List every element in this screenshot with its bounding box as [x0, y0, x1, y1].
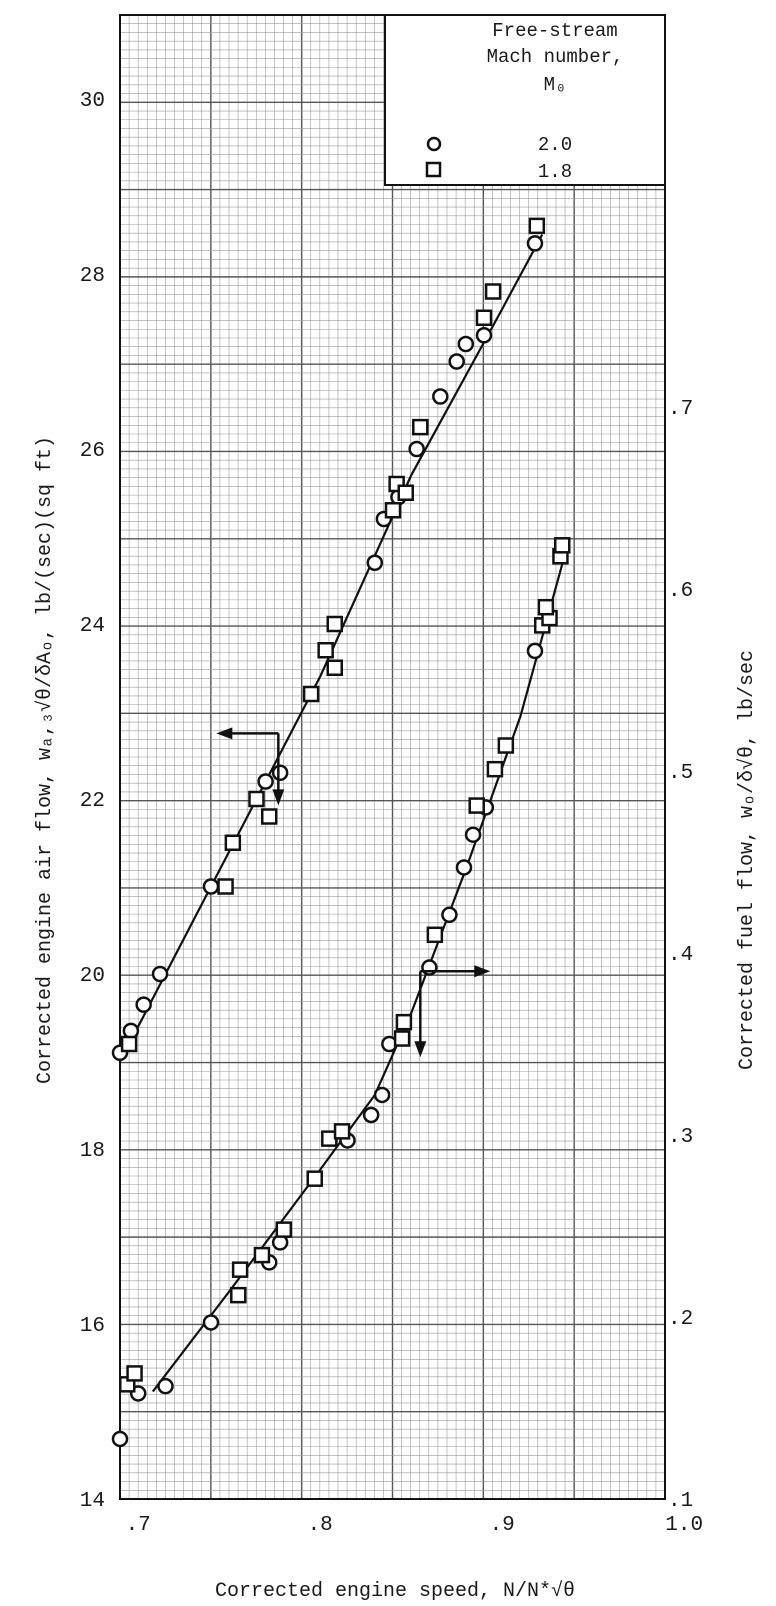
data-point-square [497, 737, 515, 754]
data-point-square [393, 1030, 411, 1047]
data-point-square [384, 502, 402, 519]
data-point-square [528, 217, 546, 235]
data-point-square [260, 808, 278, 825]
data-point-circle [408, 440, 425, 458]
data-point-circle [448, 353, 465, 370]
data-point-square [426, 926, 444, 944]
data-point-square [537, 598, 555, 616]
axis-indicator-arrows [216, 727, 491, 1058]
data-point-circle [457, 335, 475, 353]
arrow-head-down [272, 789, 285, 806]
data-point-circle [271, 764, 289, 781]
y-right-tick-label: .3 [668, 1126, 693, 1149]
x-tick-labels: .7 .8 .9 1.0 [126, 1514, 704, 1537]
legend-entry-label: 1.8 [538, 161, 572, 183]
y-right-tick-label: .4 [668, 944, 693, 967]
data-point-square [484, 283, 502, 300]
data-point-square [486, 760, 504, 778]
data-point-circle [373, 1086, 391, 1104]
legend: Free-stream Mach number, M₀ 2.0 1.8 [384, 14, 666, 186]
data-point-circle [151, 965, 169, 983]
data-point-circle [202, 1314, 220, 1331]
arrow-head-down [414, 1041, 427, 1058]
y-axis-right-label: Corrected fuel flow, wₒ/δ√θ, lb/sec [735, 650, 759, 1070]
data-point-square [326, 659, 344, 676]
y-left-tick-label: 14 [80, 1490, 105, 1513]
x-tick-label: .8 [308, 1514, 333, 1537]
data-point-square [333, 1123, 351, 1140]
data-point-square [248, 790, 265, 808]
data-point-square [397, 484, 414, 501]
data-point-circle [111, 1430, 129, 1448]
data-points [111, 217, 571, 1448]
data-point-circle [135, 996, 152, 1013]
data-point-circle [455, 859, 473, 876]
data-point-square [326, 615, 344, 633]
data-point-square [217, 878, 234, 895]
y-right-tick-label: .7 [668, 398, 693, 421]
data-point-circle [257, 773, 274, 790]
data-point-square [554, 537, 571, 554]
arrow-head-right [474, 965, 491, 978]
data-point-square [230, 1286, 247, 1304]
data-point-square [317, 642, 334, 659]
data-point-circle [464, 826, 482, 843]
data-point-square [231, 1261, 249, 1278]
x-tick-label: .7 [126, 1514, 151, 1537]
legend-title-line-2: Mach number, [487, 46, 624, 68]
y-right-tick-label: .2 [668, 1308, 693, 1331]
data-point-square [395, 1013, 413, 1031]
y-left-tick-label: 20 [80, 965, 105, 988]
y-right-tick-label: .6 [668, 580, 693, 603]
y-left-tick-labels: 14 16 18 20 22 24 26 28 30 [80, 90, 105, 1513]
data-point-square [468, 797, 485, 814]
data-point-square [475, 309, 493, 326]
y-left-tick-label: 18 [80, 1140, 105, 1163]
y-left-tick-label: 26 [80, 440, 105, 463]
x-tick-label: 1.0 [665, 1514, 703, 1537]
data-point-circle [432, 388, 449, 405]
y-left-tick-label: 28 [80, 265, 105, 288]
y-right-tick-label: .5 [668, 762, 693, 785]
y-left-tick-label: 22 [80, 790, 105, 813]
legend-box [384, 14, 666, 186]
data-point-circle [526, 235, 544, 252]
data-point-square [302, 685, 320, 703]
y-axis-left-label: Corrected engine air flow, wₐ,₃√θ/δAₒ, l… [33, 436, 57, 1084]
data-point-square [126, 1365, 143, 1382]
legend-title-line-3: M₀ [544, 74, 567, 96]
data-point-circle [366, 554, 384, 571]
data-point-square [120, 1035, 138, 1053]
data-point-square [306, 1170, 323, 1187]
legend-entry-label: 2.0 [538, 134, 572, 156]
data-point-square [253, 1246, 271, 1264]
legend-circle-marker [426, 136, 442, 152]
data-point-circle [157, 1377, 174, 1395]
y-left-tick-label: 30 [80, 90, 105, 113]
legend-title-line-1: Free-stream [492, 20, 617, 42]
x-axis-label: Corrected engine speed, N/N*√θ [215, 1579, 575, 1603]
data-point-circle [475, 327, 493, 344]
y-left-tick-label: 24 [80, 615, 105, 638]
data-point-circle [526, 642, 544, 660]
y-left-tick-label: 16 [80, 1315, 105, 1338]
data-point-square [412, 418, 429, 436]
y-right-tick-label: .1 [668, 1490, 693, 1513]
data-point-circle [362, 1106, 380, 1124]
data-point-circle [441, 906, 458, 924]
legend-square-marker [425, 161, 442, 178]
y-right-tick-labels: .1 .2 .3 .4 .5 .6 .7 [668, 398, 693, 1513]
arrow-head-left [216, 727, 233, 740]
data-point-circle [421, 959, 438, 976]
x-tick-label: .9 [490, 1514, 515, 1537]
data-point-square [275, 1221, 293, 1238]
grid [119, 14, 666, 1500]
data-point-square [224, 834, 242, 851]
data-point-circle [202, 878, 220, 895]
